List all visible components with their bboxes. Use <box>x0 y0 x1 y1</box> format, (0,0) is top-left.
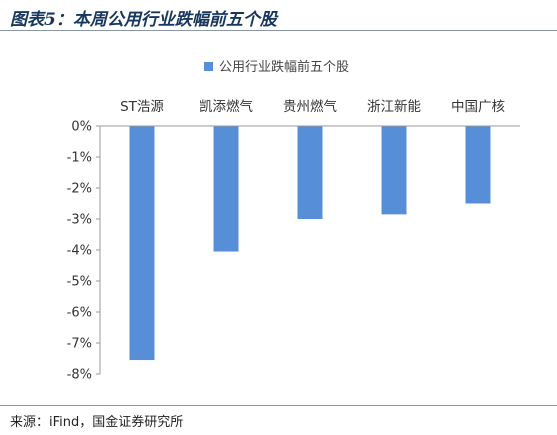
category-label: ST浩源 <box>120 99 164 115</box>
bar <box>213 126 239 252</box>
category-axis: ST浩源 凯添燃气 贵州燃气 浙江新能 中国广核 <box>100 98 520 127</box>
category-label: 贵州燃气 <box>283 98 337 115</box>
y-tick-label: -5% <box>67 275 92 290</box>
y-tick-label: -8% <box>67 368 92 383</box>
title-rule <box>0 30 557 31</box>
y-tick-label: 0% <box>71 120 92 135</box>
legend-swatch <box>204 62 213 71</box>
legend: 公用行业跌幅前五个股 <box>204 59 349 75</box>
bar <box>465 126 491 204</box>
source-rule <box>0 405 557 406</box>
bar-chart: 公用行业跌幅前五个股 0% -1% -2% -3% -4% -5% -6% -7% -8% ST… <box>67 59 520 383</box>
y-tick-label: -6% <box>67 306 92 321</box>
legend-label: 公用行业跌幅前五个股 <box>219 59 349 75</box>
source-note: 来源：iFind，国金证券研究所 <box>10 415 184 430</box>
category-label: 中国广核 <box>451 99 505 115</box>
bar <box>381 126 407 215</box>
bar <box>297 126 323 219</box>
category-label: 凯添燃气 <box>199 98 253 115</box>
category-label: 浙江新能 <box>367 99 421 115</box>
y-tick-label: -3% <box>67 213 92 228</box>
bars <box>129 126 491 361</box>
y-tick-label: -7% <box>67 337 92 352</box>
bar <box>129 126 155 361</box>
y-tick-label: -2% <box>67 182 92 197</box>
y-axis: 0% -1% -2% -3% -4% -5% -6% -7% -8% <box>67 120 101 383</box>
y-tick-label: -1% <box>67 151 92 166</box>
y-tick-label: -4% <box>67 244 92 259</box>
figure-title: 图表5：本周公用行业跌幅前五个股 <box>10 10 277 30</box>
